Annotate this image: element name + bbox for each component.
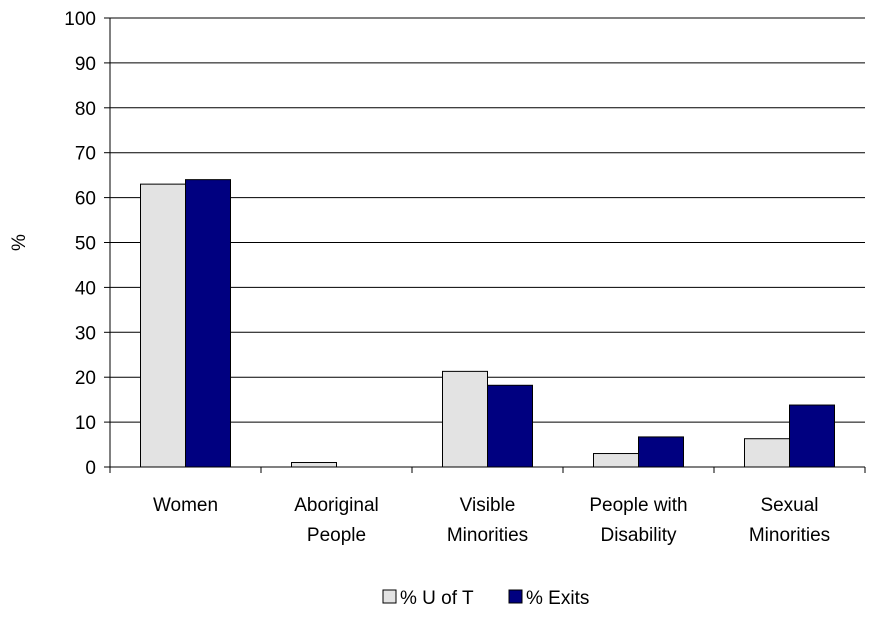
x-category-label-line: Women: [153, 495, 218, 516]
y-tick-label: 40: [75, 278, 96, 299]
x-category-label-line: People: [307, 525, 366, 546]
x-category-label-line: Aboriginal: [294, 495, 379, 516]
y-tick-label: 80: [75, 99, 96, 120]
bars: [140, 179, 835, 468]
x-category-label-line: Minorities: [749, 525, 830, 546]
x-category-label: People with Disability: [589, 495, 687, 546]
legend-swatch: [382, 589, 397, 604]
y-tick-label: 50: [75, 234, 96, 255]
y-tick-labels: 0 10 20 30 40 50 60 70 80 90 100: [64, 9, 96, 479]
gridlines: [110, 17, 865, 423]
bar: [638, 436, 684, 468]
legend: % U of T % Exits: [382, 588, 589, 609]
x-category-labels: Women Aboriginal People Visible Minorities Pe…: [153, 495, 830, 546]
bar: [291, 462, 337, 468]
x-category-label-line: Disability: [600, 525, 677, 546]
bar: [789, 404, 835, 468]
x-category-label: Visible Minorities: [447, 495, 528, 546]
x-category-label-line: Visible: [460, 495, 516, 516]
y-tick-label: 90: [75, 54, 96, 75]
y-tick-label: 60: [75, 189, 96, 210]
legend-label: % Exits: [526, 588, 589, 609]
bar: [593, 453, 639, 468]
bar: [487, 384, 533, 468]
y-tick-label: 30: [75, 323, 96, 344]
y-tick-label: 20: [75, 368, 96, 389]
x-category-label-line: People with: [589, 495, 687, 516]
bar: [442, 370, 488, 468]
x-category-label: Aboriginal People: [294, 495, 379, 546]
bar: [140, 183, 186, 468]
bar: [744, 438, 790, 468]
y-tick-label: 100: [64, 9, 96, 30]
x-category-label: Women: [153, 495, 218, 516]
bar: [185, 179, 231, 468]
x-category-label-line: Minorities: [447, 525, 528, 546]
x-category-label: Sexual Minorities: [749, 495, 830, 546]
legend-swatch: [508, 589, 523, 604]
y-tick-label: 70: [75, 144, 96, 165]
y-axis-title: %: [9, 234, 30, 251]
axes: [104, 17, 866, 473]
y-tick-label: 0: [85, 458, 96, 479]
y-tick-label: 10: [75, 413, 96, 434]
x-category-label-line: Sexual: [760, 495, 818, 516]
legend-label: % U of T: [400, 588, 474, 609]
